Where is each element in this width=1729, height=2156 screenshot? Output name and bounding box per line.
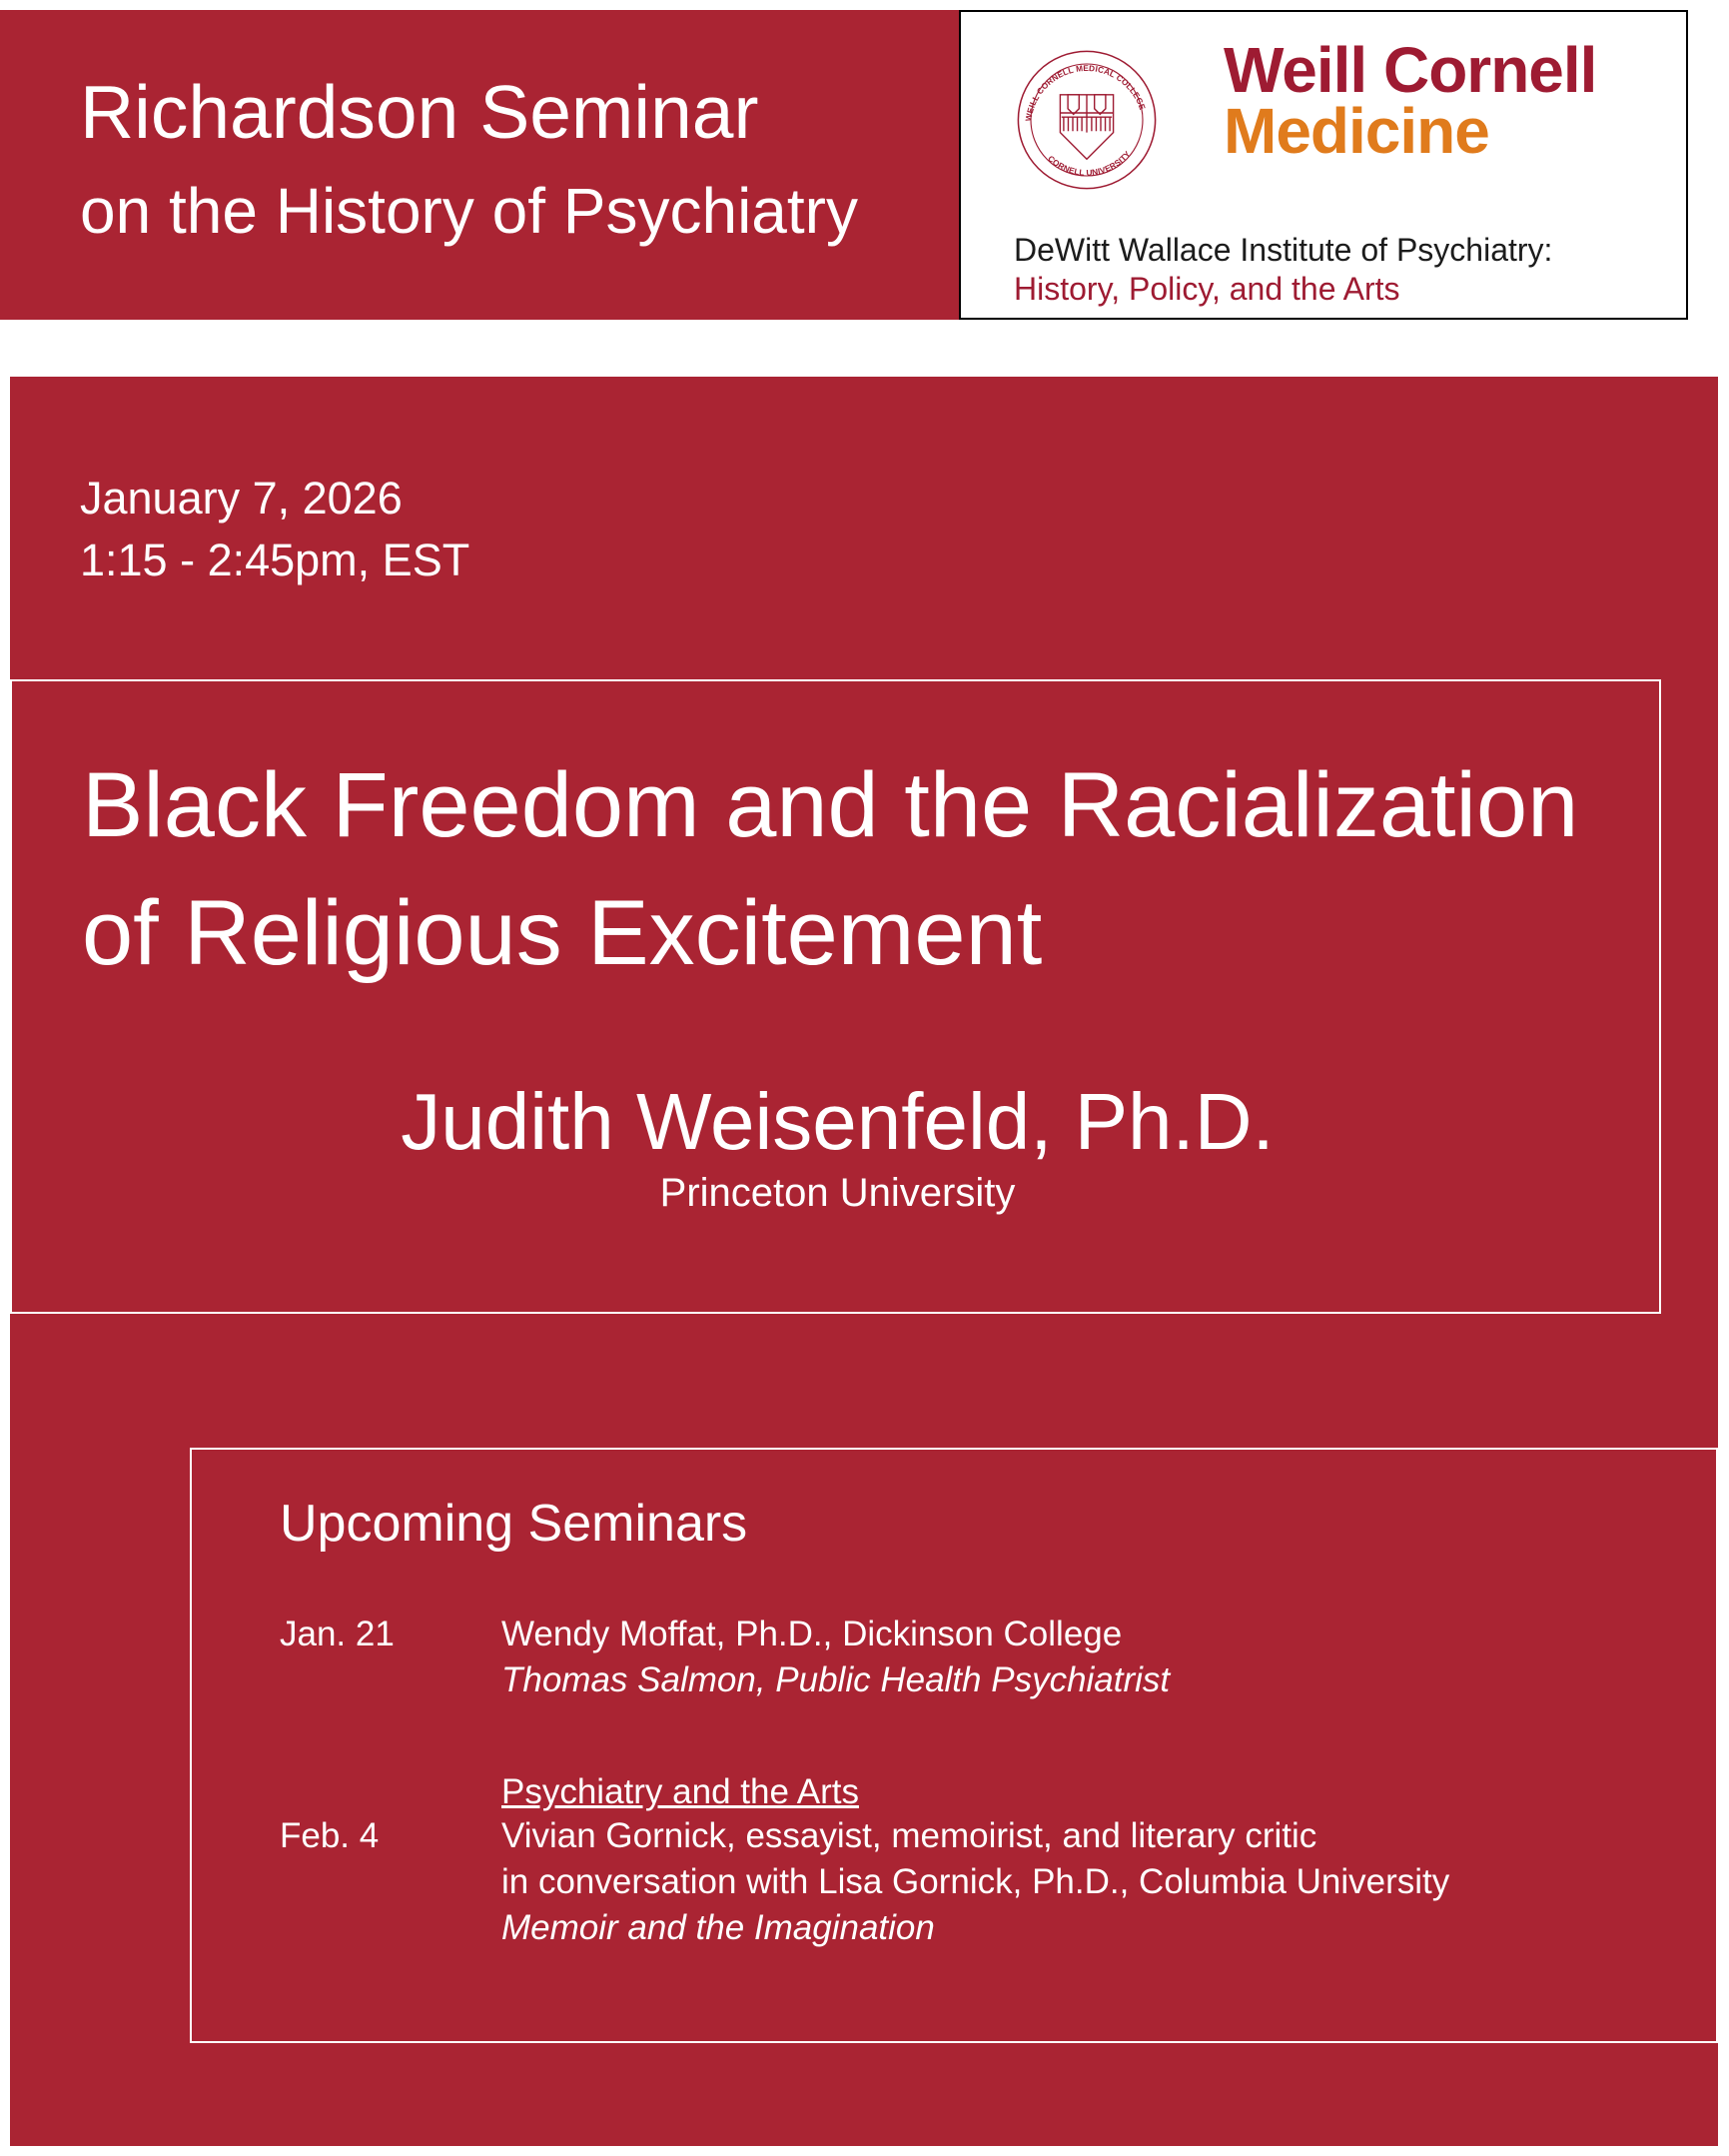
svg-text:CORNELL UNIVERSITY: CORNELL UNIVERSITY [1046,149,1133,177]
